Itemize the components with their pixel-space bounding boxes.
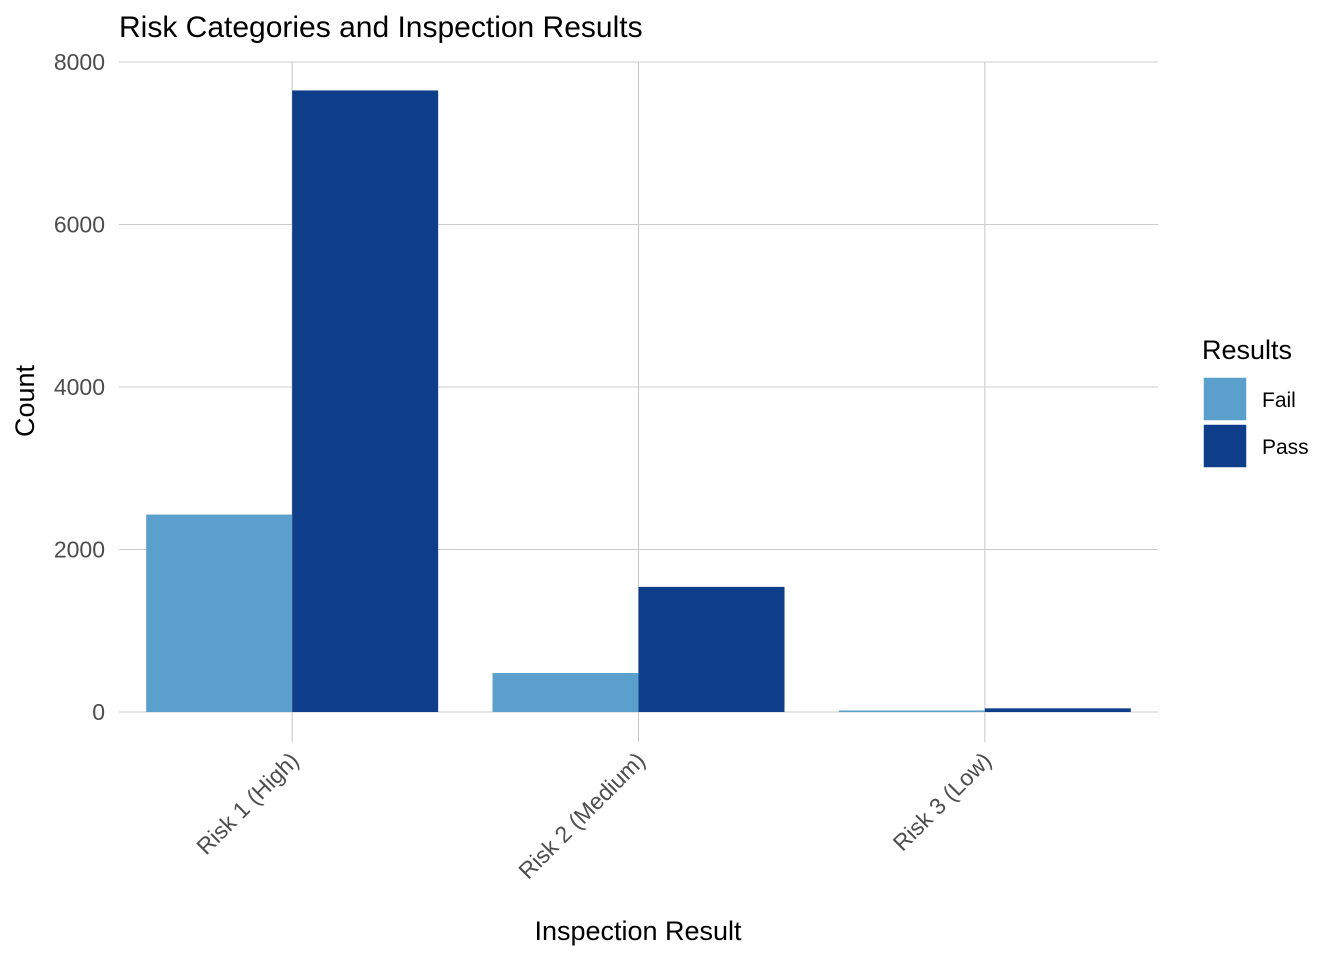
legend-title: Results [1202,335,1292,365]
bar-fail-1 [146,514,293,712]
y-tick-label: 8000 [54,49,105,75]
legend-label-fail: Fail [1262,389,1296,412]
bar-pass-2 [638,586,785,712]
legend-swatch-fail [1202,376,1248,422]
x-tick-label: Risk 2 (Medium) [513,747,650,884]
bar-fail-3 [838,710,985,712]
y-tick-label: 4000 [54,374,105,400]
x-tick-label: Risk 3 (Low) [888,747,997,856]
legend: Results Fail Pass [1202,335,1309,469]
y-axis-title: Count [10,364,40,437]
y-tick-label: 2000 [54,537,105,563]
bar-pass-3 [984,708,1131,712]
y-axis-ticks: 0 2000 4000 6000 8000 [54,49,105,725]
bars [146,90,1131,712]
bar-fail-2 [492,673,639,712]
y-tick-label: 6000 [54,212,105,238]
x-tick-label: Risk 1 (High) [191,747,303,859]
x-axis-ticks: Risk 1 (High) Risk 2 (Medium) Risk 3 (Low) [191,747,996,884]
bar-pass-1 [292,90,439,712]
x-axis-title: Inspection Result [534,916,742,946]
legend-swatch-pass [1202,423,1248,469]
legend-label-pass: Pass [1262,436,1309,459]
y-tick-label: 0 [92,699,105,725]
chart-title: Risk Categories and Inspection Results [119,11,643,44]
